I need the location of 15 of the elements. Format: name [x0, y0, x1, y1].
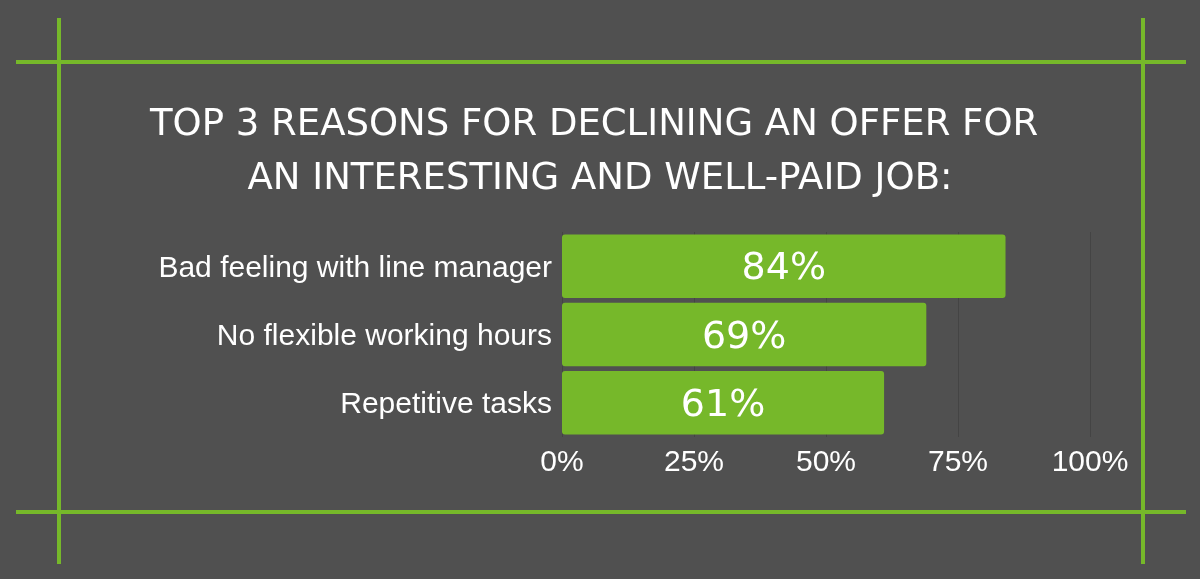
data-label: 61% [680, 380, 766, 425]
bar [562, 371, 885, 435]
y-tick-label: Repetitive tasks [340, 386, 552, 420]
x-tick-label: 0% [540, 443, 584, 477]
bar [562, 302, 927, 367]
chart-title: TOP 3 REASONS FOR DECLINING AN OFFER FOR AN INTERESTING AND WELL-PAID JOB: [149, 100, 1050, 198]
data-label: 69% [701, 312, 787, 357]
data-label: 84% [741, 244, 826, 289]
y-tick-label: No flexible working hours [216, 318, 552, 351]
bar [562, 234, 1006, 298]
y-tick-label: Bad feeling with line manager [158, 249, 553, 283]
x-tick-label: 75% [927, 443, 989, 477]
x-tick-label: 50% [795, 443, 857, 477]
x-tick-label: 100% [1051, 443, 1129, 477]
x-tick-label: 25% [663, 443, 725, 477]
